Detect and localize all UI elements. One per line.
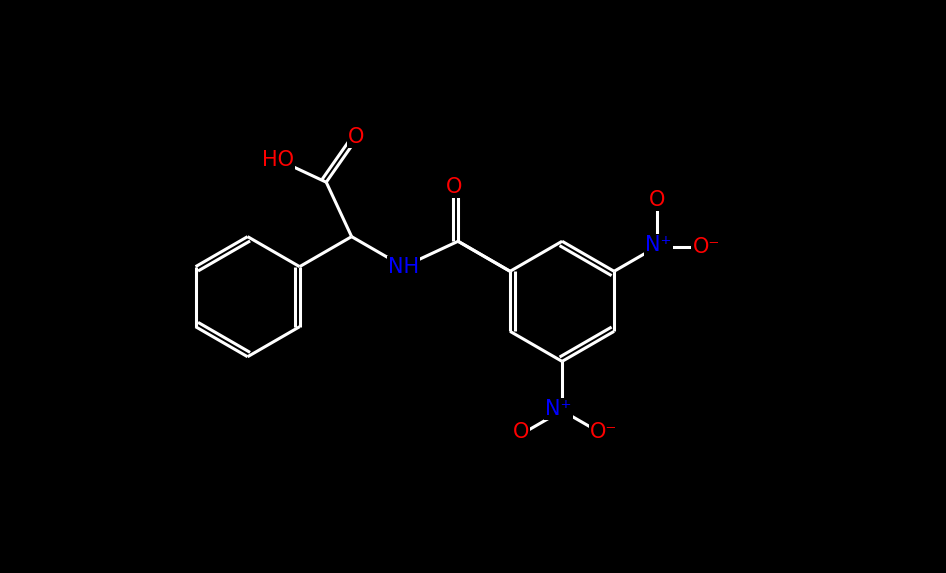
Text: O: O (513, 422, 529, 442)
Text: O: O (446, 177, 463, 197)
Text: O: O (348, 127, 365, 147)
Text: NH: NH (388, 257, 419, 277)
Text: O⁻: O⁻ (692, 237, 720, 257)
Text: HO: HO (262, 150, 294, 170)
Text: O: O (649, 190, 665, 210)
Text: N⁺: N⁺ (545, 399, 571, 419)
Text: O⁻: O⁻ (589, 422, 617, 442)
Text: N⁺: N⁺ (645, 235, 672, 255)
